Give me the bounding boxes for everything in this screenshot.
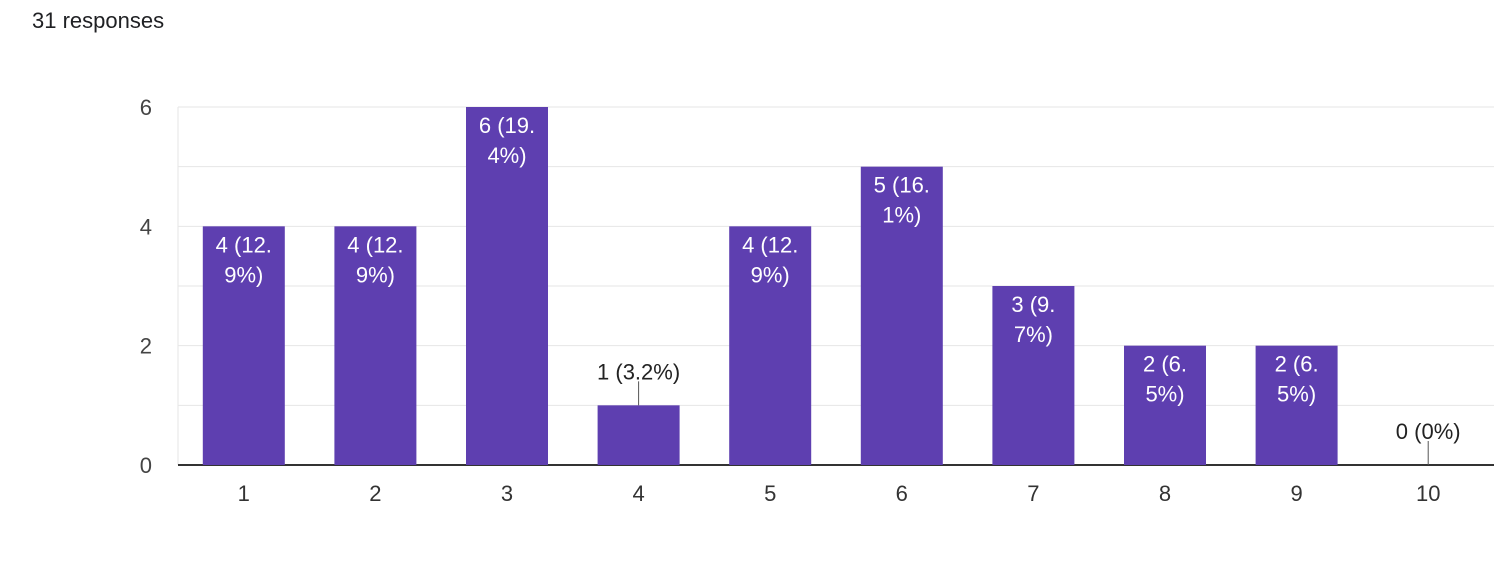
data-label: 9%)	[356, 262, 395, 287]
x-tick-label: 2	[369, 481, 381, 506]
bars	[202, 107, 1338, 465]
x-tick-label: 1	[238, 481, 250, 506]
x-tick-label: 3	[501, 481, 513, 506]
bar-1[interactable]	[202, 226, 285, 465]
data-label: 4%)	[487, 143, 526, 168]
bar-4[interactable]	[597, 405, 680, 465]
bar-5[interactable]	[729, 226, 812, 465]
data-label: 7%)	[1014, 322, 1053, 347]
data-label: 6 (19.	[479, 113, 535, 138]
data-label: 5%)	[1277, 382, 1316, 407]
data-label: 0 (0%)	[1396, 419, 1461, 444]
bar-2[interactable]	[334, 226, 417, 465]
x-tick-label: 5	[764, 481, 776, 506]
x-tick-label: 4	[632, 481, 644, 506]
data-label: 4 (12.	[216, 232, 272, 257]
bar-8[interactable]	[1124, 345, 1206, 465]
x-tick-label: 6	[896, 481, 908, 506]
data-label: 2 (6.	[1143, 352, 1187, 377]
data-label: 1%)	[882, 203, 921, 228]
data-label: 9%)	[751, 262, 790, 287]
y-tick-label: 2	[140, 334, 152, 359]
x-tick-label: 10	[1416, 481, 1440, 506]
data-label: 5 (16.	[874, 173, 930, 198]
data-label: 2 (6.	[1275, 352, 1319, 377]
bar-3[interactable]	[466, 107, 548, 465]
y-axis-tick-labels: 0 2 4 6	[140, 95, 152, 478]
bar-7[interactable]	[992, 286, 1075, 465]
responses-count: 31 responses	[32, 8, 165, 33]
data-label: 1 (3.2%)	[597, 359, 680, 384]
y-tick-label: 6	[140, 95, 152, 120]
bar-9[interactable]	[1255, 345, 1338, 465]
data-label: 5%)	[1145, 382, 1184, 407]
bar-6[interactable]	[860, 166, 943, 465]
data-label: 3 (9.	[1011, 292, 1055, 317]
x-tick-label: 9	[1290, 481, 1302, 506]
data-label: 4 (12.	[347, 232, 403, 257]
x-tick-label: 8	[1159, 481, 1171, 506]
y-tick-label: 0	[140, 453, 152, 478]
data-labels: 4 (12. 9%) 4 (12. 9%) 6 (19. 4%) 1 (3.2%) 4 (12…	[216, 113, 1461, 465]
x-axis-tick-labels: 1 2 3 4 5 6 7 8 9 10	[238, 481, 1441, 506]
data-label: 4 (12.	[742, 232, 798, 257]
data-label: 9%)	[224, 262, 263, 287]
y-tick-label: 4	[140, 214, 152, 239]
x-tick-label: 7	[1027, 481, 1039, 506]
